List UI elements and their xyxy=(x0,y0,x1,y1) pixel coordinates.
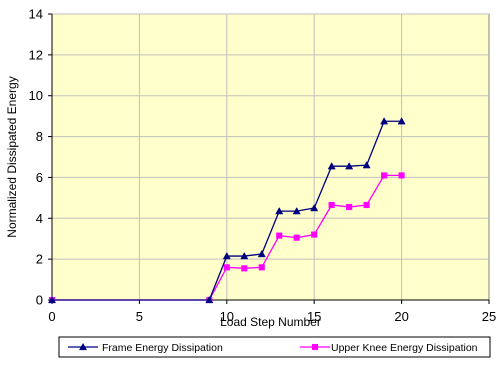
data-point xyxy=(380,117,389,125)
y-tick-label: 4 xyxy=(36,211,43,226)
data-point xyxy=(47,295,57,304)
data-point xyxy=(205,295,214,304)
series-upper-knee-energy xyxy=(48,172,405,304)
data-point xyxy=(258,264,265,271)
y-axis-title: Normalized Dissipated Energy xyxy=(5,76,19,237)
data-point xyxy=(222,251,231,260)
data-point xyxy=(292,207,301,215)
x-tick-label: 20 xyxy=(394,309,408,324)
y-tick-label: 12 xyxy=(29,47,43,62)
series-frame-energy xyxy=(47,117,406,304)
legend-item: Upper Knee Energy Dissipation xyxy=(300,342,478,354)
legend-swatch-marker xyxy=(78,342,88,351)
data-point xyxy=(381,172,388,179)
data-point xyxy=(362,161,371,169)
y-tick-label: 10 xyxy=(29,88,43,103)
legend-label: Frame Energy Dissipation xyxy=(102,342,223,354)
x-tick-label: 15 xyxy=(307,309,321,324)
data-point xyxy=(328,201,335,209)
legend-item: Frame Energy Dissipation xyxy=(68,342,223,354)
x-tick-label: 25 xyxy=(482,309,496,324)
y-tick-label: 8 xyxy=(36,129,43,144)
series-group xyxy=(47,117,406,304)
legend-label: Upper Knee Energy Dissipation xyxy=(331,342,478,354)
x-tick-label: 5 xyxy=(136,309,143,324)
plot-area xyxy=(51,13,490,301)
data-point xyxy=(346,204,353,211)
x-axis-title: Load Step Number xyxy=(220,315,321,329)
data-point xyxy=(293,234,300,241)
data-point xyxy=(310,203,319,212)
data-point xyxy=(223,264,230,271)
data-point xyxy=(276,232,283,239)
data-point xyxy=(363,201,370,209)
data-point xyxy=(275,207,284,215)
y-tick-label: 0 xyxy=(36,293,43,308)
tick-labels: 0 2 4 6 8 10 12 14 0 5 10 15 20 25 xyxy=(29,7,497,325)
y-tick-label: 2 xyxy=(36,252,43,267)
legend: Frame Energy Dissipation Upper Knee Energ… xyxy=(58,336,491,358)
data-point xyxy=(397,117,406,125)
x-tick-label: 0 xyxy=(48,309,55,324)
data-point xyxy=(240,251,249,260)
data-point xyxy=(345,162,354,170)
data-point xyxy=(241,265,248,272)
legend-box xyxy=(58,336,491,358)
legend-swatch-marker xyxy=(311,343,319,351)
data-point xyxy=(327,162,336,170)
data-point xyxy=(398,172,405,179)
grid-lines xyxy=(52,13,489,300)
y-tick-label: 6 xyxy=(36,170,43,185)
data-point xyxy=(257,249,266,258)
y-tick-label: 14 xyxy=(29,7,43,22)
data-point xyxy=(311,231,318,238)
x-tick-label: 10 xyxy=(220,309,234,324)
